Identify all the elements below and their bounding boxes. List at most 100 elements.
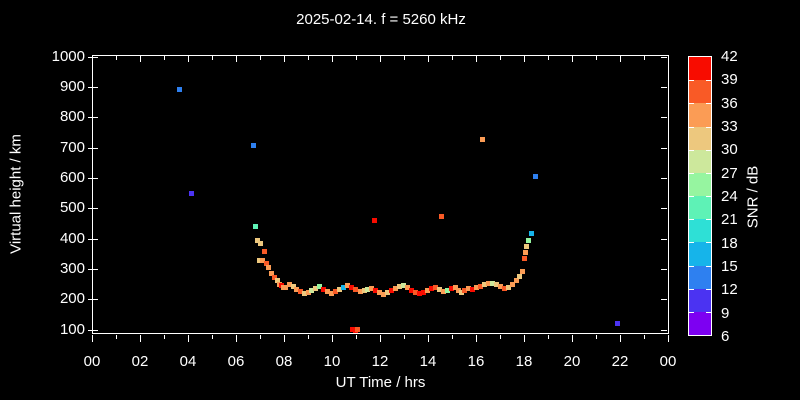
data-point — [325, 289, 330, 294]
y2-axis-tick — [661, 208, 667, 209]
colorbar-segment — [689, 103, 711, 127]
colorbar-segment — [689, 196, 711, 220]
data-point — [429, 286, 434, 291]
colorbar-segment — [689, 288, 711, 313]
y-axis-tick-label: 500 — [59, 199, 85, 216]
colorbar-boundary-tick — [706, 242, 711, 244]
x2-axis-minor-tick — [116, 56, 117, 60]
data-point — [369, 286, 374, 291]
x2-axis-major-tick — [476, 56, 477, 62]
y2-axis-tick — [661, 148, 667, 149]
y-axis-tick-label: 800 — [59, 108, 85, 125]
colorbar-boundary-tick — [689, 311, 694, 313]
colorbar-boundary-tick — [706, 219, 711, 221]
colorbar-boundary-tick — [706, 103, 711, 105]
colorbar-boundary-tick — [706, 126, 711, 128]
data-point — [377, 290, 382, 295]
data-point — [459, 290, 464, 295]
data-point — [362, 288, 367, 293]
colorbar-tick-label: 9 — [721, 304, 730, 322]
x-axis-major-tick — [140, 335, 141, 342]
data-point — [266, 265, 271, 270]
data-point — [264, 261, 269, 266]
data-point — [177, 87, 182, 92]
data-point — [262, 249, 267, 254]
x-axis-major-tick — [476, 335, 477, 342]
x2-axis-minor-tick — [644, 56, 645, 60]
x-axis-tick-label: 12 — [371, 353, 389, 370]
data-point — [345, 283, 350, 288]
x2-axis-major-tick — [332, 56, 333, 62]
data-point — [506, 285, 511, 290]
x-axis-tick-label: 00 — [83, 353, 101, 370]
colorbar-boundary-tick — [689, 149, 694, 151]
colorbar-boundary-tick — [689, 242, 694, 244]
y-axis-tick-label: 1000 — [51, 48, 85, 65]
colorbar-segment — [689, 126, 711, 151]
colorbar-tick-label: 21 — [721, 211, 738, 229]
colorbar-boundary-tick — [689, 126, 694, 128]
colorbar-segment — [689, 149, 711, 174]
data-point — [524, 244, 529, 249]
data-point — [425, 288, 430, 293]
x-axis-tick-label: 14 — [419, 353, 437, 370]
colorbar-tick-label: 36 — [721, 94, 738, 112]
colorbar-tick-label: 42 — [721, 48, 738, 65]
x-axis-minor-tick — [596, 335, 597, 339]
y-axis-tick-label: 700 — [59, 139, 85, 156]
y2-axis-tick — [661, 299, 667, 300]
x2-axis-major-tick — [428, 56, 429, 62]
x-axis-minor-tick — [308, 335, 309, 339]
y-axis-tick — [88, 87, 98, 88]
data-point — [341, 285, 346, 290]
x-axis-tick-label: 16 — [467, 353, 485, 370]
y-axis-tick — [88, 178, 98, 179]
colorbar-boundary-tick — [706, 149, 711, 151]
x-axis-tick-label: 08 — [275, 353, 293, 370]
colorbar-boundary-tick — [706, 311, 711, 313]
data-point — [337, 287, 342, 292]
data-point — [474, 285, 479, 290]
x2-axis-minor-tick — [452, 56, 453, 60]
data-point — [275, 278, 280, 283]
colorbar-boundary-tick — [689, 80, 694, 82]
y-axis-tick — [88, 330, 98, 331]
y-axis-tick — [88, 117, 98, 118]
y-axis-label: Virtual height / km — [7, 134, 25, 254]
data-point — [373, 288, 378, 293]
x2-axis-minor-tick — [548, 56, 549, 60]
data-point — [449, 286, 454, 291]
x2-axis-minor-tick — [356, 56, 357, 60]
x-axis-tick-label: 18 — [515, 353, 533, 370]
x-axis-tick-label: 06 — [227, 353, 245, 370]
x-axis-major-tick — [620, 335, 621, 342]
data-point — [258, 241, 263, 246]
x-axis-tick-label: 04 — [179, 353, 197, 370]
colorbar-boundary-tick — [689, 288, 694, 290]
x-axis-tick-label: 02 — [131, 353, 149, 370]
y2-axis-tick — [661, 239, 667, 240]
data-point — [514, 278, 519, 283]
y-axis-tick-label: 900 — [59, 78, 85, 95]
colorbar-boundary-tick — [689, 172, 694, 174]
x-axis-tick-label: 00 — [659, 353, 677, 370]
colorbar-tick-label: 30 — [721, 141, 738, 159]
x-axis-minor-tick — [116, 335, 117, 339]
data-point — [439, 214, 444, 219]
data-point — [517, 274, 522, 279]
x2-axis-major-tick — [284, 56, 285, 62]
y2-axis-tick — [661, 330, 667, 331]
colorbar-boundary-tick — [689, 219, 694, 221]
data-point — [381, 292, 386, 297]
x-axis-major-tick — [572, 335, 573, 342]
x2-axis-major-tick — [572, 56, 573, 62]
data-point — [283, 285, 288, 290]
data-point — [372, 218, 377, 223]
colorbar-segment — [689, 311, 711, 336]
colorbar-tick-label: 33 — [721, 118, 738, 135]
colorbar — [688, 56, 712, 336]
x2-axis-minor-tick — [500, 56, 501, 60]
data-point — [482, 282, 487, 287]
data-point — [494, 282, 499, 287]
